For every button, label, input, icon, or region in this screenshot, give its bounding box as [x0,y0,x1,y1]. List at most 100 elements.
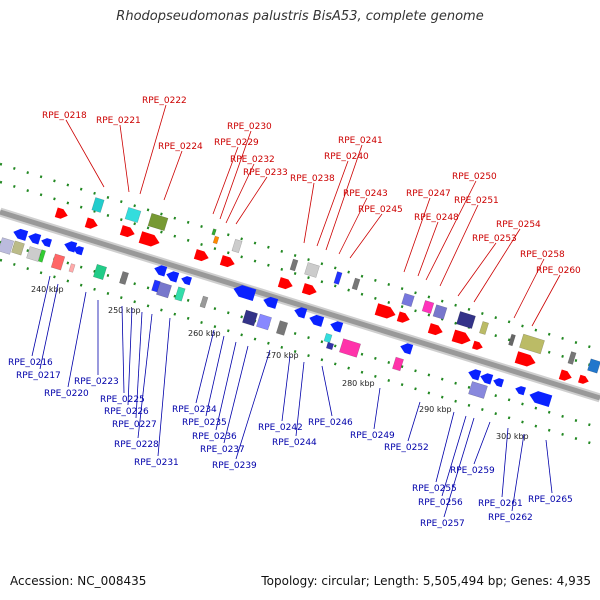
top-leader-line [303,182,315,244]
gene-arrow-body [451,329,471,345]
top-gene-label: RPE_0260 [536,266,581,276]
bottom-leader-line [441,415,467,497]
forward-gene-arrow [514,351,536,367]
gene-arrow-body [529,391,553,407]
gene-feature-body [124,207,142,223]
scale-tick-label: 270 kbp [266,351,299,360]
reverse-gene-arrow [480,373,494,385]
dotted-lane [0,258,600,448]
bottom-leader-line [205,335,225,417]
gene-feature-body [11,240,25,256]
bottom-leader-line [407,401,421,442]
top-gene-label: RPE_0221 [96,116,141,126]
forward-gene-box [421,300,435,314]
bottom-gene-label: RPE_0259 [450,466,495,476]
reverse-gene-box [392,356,404,372]
gene-feature-body [147,212,169,232]
forward-gene-box [456,311,476,329]
gene-feature-body [333,271,343,285]
top-gene-label: RPE_0245 [358,205,403,215]
top-leader-line [417,221,439,277]
gene-feature-body [456,311,476,329]
reverse-gene-arrow [73,246,84,256]
bottom-gene-label: RPE_0265 [528,495,573,505]
gene-feature-body [479,321,489,335]
reverse-gene-box [275,320,289,336]
bottom-leader-line [473,421,491,465]
gene-arrow-body [468,369,482,381]
forward-gene-box [567,351,577,365]
gene-feature-body [211,228,217,236]
gene-arrow-body [219,255,235,268]
gene-feature-body [68,263,76,273]
forward-gene-box [508,333,516,347]
gene-feature-body [91,197,105,213]
gene-arrow-body [84,217,98,229]
bottom-gene-label: RPE_0228 [114,440,159,450]
bottom-leader-line [31,275,51,357]
gene-arrow-body [514,351,536,367]
top-gene-label: RPE_0232 [230,155,275,165]
reverse-gene-arrow [28,233,42,245]
gene-arrow-body [578,374,589,384]
gene-arrow-body [73,246,84,256]
gene-feature-body [38,249,46,263]
forward-gene-arrow [558,369,572,381]
genome-title: Rhodopseudomonas palustris BisA53, compl… [116,9,484,24]
reverse-gene-arrow [294,307,308,319]
reverse-gene-box [468,381,488,399]
forward-gene-box [587,358,600,374]
gene-arrow-body [480,373,494,385]
bottom-gene-label: RPE_0223 [74,377,119,387]
gene-arrow-body [330,321,344,333]
bottom-gene-label: RPE_0226 [104,407,149,417]
top-gene-label: RPE_0248 [414,213,459,223]
bottom-leader-line [373,387,381,430]
top-leader-line [457,242,497,297]
bottom-gene-label: RPE_0246 [308,418,353,428]
bottom-gene-label: RPE_0217 [16,371,61,381]
bottom-gene-label: RPE_0256 [418,498,463,508]
scale-tick-label: 300 kbp [496,432,529,441]
forward-gene-arrow [119,225,135,238]
top-gene-label: RPE_0238 [290,174,335,184]
forward-gene-arrow [427,323,443,336]
top-gene-label: RPE_0240 [324,152,369,162]
reverse-gene-box [256,313,272,331]
reverse-gene-box [26,246,42,262]
forward-gene-box [333,271,343,285]
forward-gene-box [401,292,415,308]
gene-arrow-body [309,314,325,327]
bottom-gene-label: RPE_0255 [412,484,457,494]
gene-arrow-body [493,378,504,388]
gene-arrow-body [64,241,78,253]
forward-gene-arrow [396,311,410,323]
gene-arrow-body [294,307,308,319]
forward-gene-box [289,258,299,272]
backbone-line [0,209,600,401]
top-leader-line [349,213,383,259]
bottom-leader-line [511,433,525,512]
gene-feature-body [212,235,220,245]
gene-arrow-body [154,265,168,277]
reverse-gene-box [174,286,186,302]
gene-feature-body [432,304,448,320]
gene-arrow-body [193,249,209,262]
bottom-leader-line [321,365,333,417]
gene-feature-body [587,358,600,374]
reverse-gene-arrow [263,296,279,309]
bottom-gene-label: RPE_0242 [258,423,303,433]
bottom-gene-label: RPE_0252 [384,443,429,453]
bottom-gene-label: RPE_0237 [200,445,245,455]
reverse-gene-box [325,341,335,351]
scale-tick-label: 250 kbp [108,306,141,315]
forward-gene-box [211,228,217,236]
scale-tick-label: 280 kbp [342,379,375,388]
top-leader-line [225,163,255,224]
reverse-gene-arrow [330,321,344,333]
bottom-leader-line [157,317,171,457]
forward-gene-box [212,235,220,245]
forward-gene-box [351,277,361,291]
reverse-gene-box [119,271,129,285]
top-leader-line [513,258,545,319]
